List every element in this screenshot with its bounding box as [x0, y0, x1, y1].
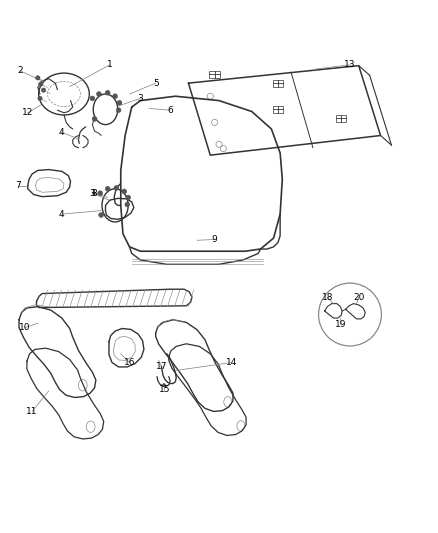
Circle shape [92, 117, 97, 122]
Circle shape [39, 82, 43, 86]
Text: 4: 4 [59, 209, 65, 219]
Text: 3: 3 [89, 189, 95, 198]
Text: 20: 20 [353, 293, 364, 302]
Bar [209, 71, 220, 78]
Text: 8: 8 [92, 189, 97, 198]
Text: 9: 9 [212, 235, 218, 244]
Bar [273, 79, 283, 87]
Text: 3: 3 [138, 94, 143, 103]
Text: 4: 4 [58, 127, 64, 136]
Circle shape [41, 88, 46, 92]
Text: 1: 1 [107, 60, 113, 69]
Text: 13: 13 [344, 60, 356, 69]
Text: 6: 6 [167, 106, 173, 115]
Text: 7: 7 [15, 181, 21, 190]
Text: 12: 12 [22, 108, 33, 117]
Text: 11: 11 [26, 407, 38, 416]
Text: 15: 15 [159, 385, 170, 394]
Circle shape [114, 185, 119, 190]
Circle shape [38, 96, 42, 101]
Circle shape [99, 213, 103, 217]
Circle shape [162, 384, 166, 387]
Text: 5: 5 [153, 79, 159, 87]
Bar [273, 106, 283, 113]
Text: 10: 10 [19, 323, 31, 332]
Circle shape [117, 100, 122, 105]
Text: 2: 2 [18, 67, 23, 75]
Circle shape [98, 191, 102, 196]
Circle shape [126, 195, 131, 200]
Circle shape [105, 187, 110, 191]
Text: 17: 17 [155, 361, 167, 370]
Circle shape [105, 90, 110, 95]
Text: 18: 18 [321, 293, 333, 302]
Circle shape [35, 76, 40, 80]
Bar [336, 115, 346, 122]
Text: 16: 16 [124, 358, 135, 367]
Text: 19: 19 [335, 320, 346, 329]
Circle shape [125, 202, 130, 207]
Circle shape [116, 108, 121, 112]
Circle shape [113, 94, 117, 99]
Circle shape [96, 92, 101, 96]
Text: 14: 14 [226, 358, 237, 367]
Circle shape [122, 189, 127, 194]
Circle shape [90, 96, 95, 101]
